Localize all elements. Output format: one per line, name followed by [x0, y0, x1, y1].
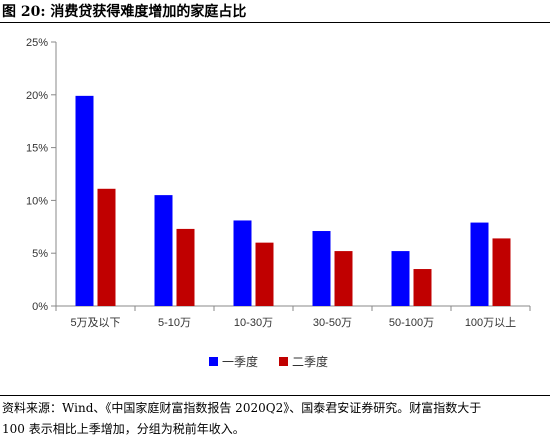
- source-note: 资料来源：Wind、《中国家庭财富指数报告 2020Q2》、国泰君安证券研究。财…: [2, 398, 548, 440]
- bar-chart: 0% 5% 10% 15% 20% 25% 5万及以下 5-10万 10-30万 30-50万 50…: [26, 37, 531, 369]
- x-tick-label: 5万及以下: [70, 317, 120, 329]
- chart-legend: 一季度 二季度: [209, 354, 328, 369]
- bar-series2: [334, 251, 353, 306]
- y-tick-label: 10%: [26, 195, 48, 207]
- chart-axes: 0% 5% 10% 15% 20% 25% 5万及以下 5-10万 10-30万 30-50万 50…: [26, 37, 531, 329]
- x-tick-label: 30-50万: [313, 317, 352, 329]
- bar-series2: [255, 242, 274, 306]
- source-line-1: 资料来源：Wind、《中国家庭财富指数报告 2020Q2》、国泰君安证券研究。财…: [2, 401, 482, 415]
- bar-series2: [413, 269, 432, 306]
- bar-series1: [75, 95, 94, 306]
- bar-series1: [391, 251, 410, 306]
- legend-swatch: [279, 357, 288, 366]
- y-tick-label: 15%: [26, 143, 48, 155]
- bar-series2: [97, 188, 116, 306]
- bar-series1: [312, 231, 331, 306]
- y-tick-label: 0%: [32, 301, 48, 313]
- source-line-2: 100 表示相比上季增加，分组为税前年收入。: [2, 422, 245, 436]
- bar-series2: [176, 228, 195, 306]
- x-tick-label: 50-100万: [389, 317, 434, 329]
- chart-bars: [75, 95, 511, 306]
- legend-label: 二季度: [292, 354, 328, 369]
- bar-series1: [470, 222, 489, 306]
- bar-series1: [233, 220, 252, 306]
- x-tick-label: 10-30万: [234, 317, 273, 329]
- bar-series1: [154, 195, 173, 306]
- x-tick-label: 5-10万: [158, 317, 191, 329]
- legend-label: 一季度: [222, 354, 258, 369]
- y-tick-label: 25%: [26, 37, 48, 49]
- source-divider: [0, 395, 550, 396]
- figure-title: 图 20: 消费贷获得难度增加的家庭占比: [2, 4, 247, 20]
- legend-swatch: [209, 357, 218, 366]
- y-tick-label: 5%: [32, 248, 48, 260]
- y-tick-label: 20%: [26, 90, 48, 102]
- x-tick-label: 100万以上: [465, 316, 516, 329]
- title-bar: 图 20: 消费贷获得难度增加的家庭占比: [0, 0, 550, 23]
- bar-series2: [492, 238, 511, 306]
